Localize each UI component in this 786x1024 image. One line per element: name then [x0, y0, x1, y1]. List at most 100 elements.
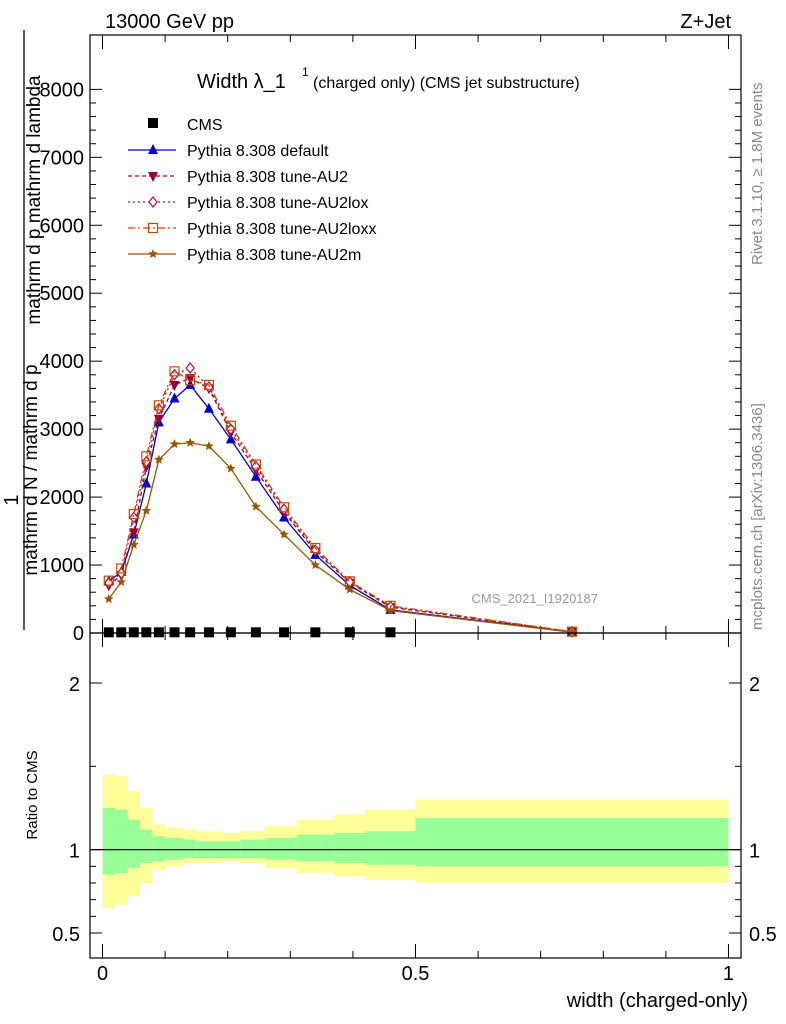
- series-point: [154, 454, 164, 464]
- series-point: [310, 560, 321, 570]
- series-point: [185, 374, 196, 385]
- series-point: [567, 627, 577, 637]
- cms-point: [128, 627, 139, 638]
- header-right: Z+Jet: [680, 11, 731, 33]
- ratio-inner-band: [296, 834, 335, 862]
- series-pythia-8-308-tune-au2m: [104, 437, 577, 637]
- ylabel-numerator: 1: [1, 494, 23, 505]
- ratio-inner-band: [183, 839, 197, 858]
- series-point: [226, 423, 236, 436]
- ratio-inner-band: [140, 829, 153, 863]
- plot-title: Width λ_1 1 (charged only) (CMS jet subs…: [197, 65, 580, 93]
- main-y-ticks: 0 1000 2000 3000 4000 5000 6000 7000 8000: [40, 79, 741, 645]
- ratio-ytick-label-right: 0.5: [749, 924, 777, 946]
- series-point: [169, 366, 180, 377]
- cms-point: [185, 627, 196, 638]
- cms-point: [250, 627, 261, 638]
- ratio-inner-band: [127, 819, 141, 868]
- main-ytick-label: 4000: [40, 351, 85, 373]
- series-point: [129, 539, 139, 549]
- series-point: [147, 222, 159, 234]
- legend-label: Pythia 8.308 default: [187, 143, 329, 160]
- title-rest: (charged only) (CMS jet substructure): [313, 75, 580, 92]
- series-point: [279, 503, 289, 516]
- ratio-ytick-label-right: 1: [749, 841, 760, 863]
- ratio-x-ticks: 0 0.5 1: [97, 633, 734, 985]
- legend-label: Pythia 8.308 tune-AU2loxx: [187, 221, 376, 238]
- series-point: [279, 529, 289, 539]
- ratio-ytick-label: 1: [69, 841, 80, 863]
- series-point: [169, 380, 180, 391]
- ratio-y-ticks: 0.5 0.5 1 1 2 2: [52, 674, 777, 946]
- series-pythia-8-308-tune-au2loxx: [103, 366, 578, 637]
- legend: CMS Pythia 8.308 default Pythia 8.308 tun…: [128, 117, 376, 264]
- series-point: [153, 400, 164, 411]
- cms-point: [385, 627, 396, 638]
- ratio-bands: [102, 774, 729, 908]
- legend-entry: Pythia 8.308 tune-AU2lox: [128, 195, 368, 212]
- ylabel-line-1: mathrm d N / mathrm d p: [21, 364, 42, 575]
- legend-label-cms: CMS: [187, 117, 223, 134]
- cms-point: [153, 627, 164, 638]
- title-main: Width λ_1: [197, 71, 286, 93]
- ratio-inner-band: [115, 809, 128, 873]
- legend-entry: Pythia 8.308 default: [128, 143, 329, 160]
- ratio-inner-band: [265, 838, 297, 860]
- main-ytick-label: 2000: [40, 487, 85, 509]
- title-superscript: 1: [302, 65, 309, 79]
- series-point: [185, 375, 196, 386]
- cms-point: [225, 627, 236, 638]
- ylabel-line-2: mathrm d p mathrm d lambda: [24, 75, 45, 325]
- ratio-xtick-label: 0.5: [402, 963, 430, 985]
- series-point: [141, 477, 152, 488]
- cms-point: [344, 627, 355, 638]
- series-pythia-8-308-tune-au2lox: [104, 362, 577, 638]
- cms-point: [310, 627, 321, 638]
- cms-point: [103, 627, 114, 638]
- series-point: [104, 594, 114, 604]
- series-line: [108, 370, 573, 633]
- series-point: [310, 542, 321, 554]
- legend-series: Pythia 8.308 default Pythia 8.308 tune-AU…: [128, 143, 376, 264]
- ratio-inner-band: [334, 833, 366, 863]
- cms-point: [141, 627, 152, 638]
- series-point: [116, 577, 127, 587]
- cms-point: [116, 627, 127, 638]
- legend-entry-cms: CMS: [148, 117, 223, 134]
- analysis-watermark: CMS_2021_I1920187: [472, 591, 599, 606]
- series-point: [185, 362, 195, 374]
- ratio-xtick-label: 1: [723, 963, 734, 985]
- series-point: [203, 379, 215, 391]
- main-y-label: 1 mathrm d N / mathrm d p mathrm d p mat…: [1, 30, 45, 630]
- main-ytick-label: 1000: [40, 555, 85, 577]
- rivet-label: Rivet 3.1.10, ≥ 1.8M events: [749, 83, 766, 266]
- series-point: [148, 249, 158, 259]
- legend-marker-cms: [148, 118, 158, 128]
- series-point: [185, 437, 195, 447]
- main-ytick-label: 0: [73, 623, 84, 645]
- main-ytick-label: 5000: [40, 283, 85, 305]
- series-point: [103, 575, 114, 586]
- cms-point: [203, 627, 214, 638]
- ratio-inner-band: [165, 838, 184, 860]
- ratio-plot-panel: 0.5 0.51 12 2 0 0.5 1 Ratio to CMS width (cha…: [24, 632, 777, 1012]
- legend-label: Pythia 8.308 tune-AU2lox: [187, 195, 368, 212]
- ratio-xtick-label: 0: [97, 963, 108, 985]
- main-ytick-label: 6000: [40, 215, 85, 237]
- main-ytick-label: 8000: [40, 79, 85, 101]
- series-point: [204, 441, 214, 451]
- series-point: [148, 144, 158, 154]
- cms-data-points: [103, 627, 396, 638]
- series-point: [128, 528, 139, 539]
- series-point: [169, 392, 180, 403]
- ratio-ytick-label: 0.5: [52, 924, 80, 946]
- series-point: [278, 502, 290, 513]
- series-point: [169, 439, 180, 449]
- ratio-inner-band: [152, 836, 166, 862]
- main-plot-panel: 0 1000 2000 3000 4000 5000 6000 7000 8000 CMS_20…: [40, 34, 742, 645]
- series-point: [385, 605, 396, 615]
- series-point: [141, 505, 152, 515]
- mcplots-label: mcplots.cern.ch [arXiv:1306.3436]: [749, 403, 766, 630]
- series-point: [129, 511, 139, 524]
- legend-entry: Pythia 8.308 tune-AU2loxx: [128, 221, 376, 238]
